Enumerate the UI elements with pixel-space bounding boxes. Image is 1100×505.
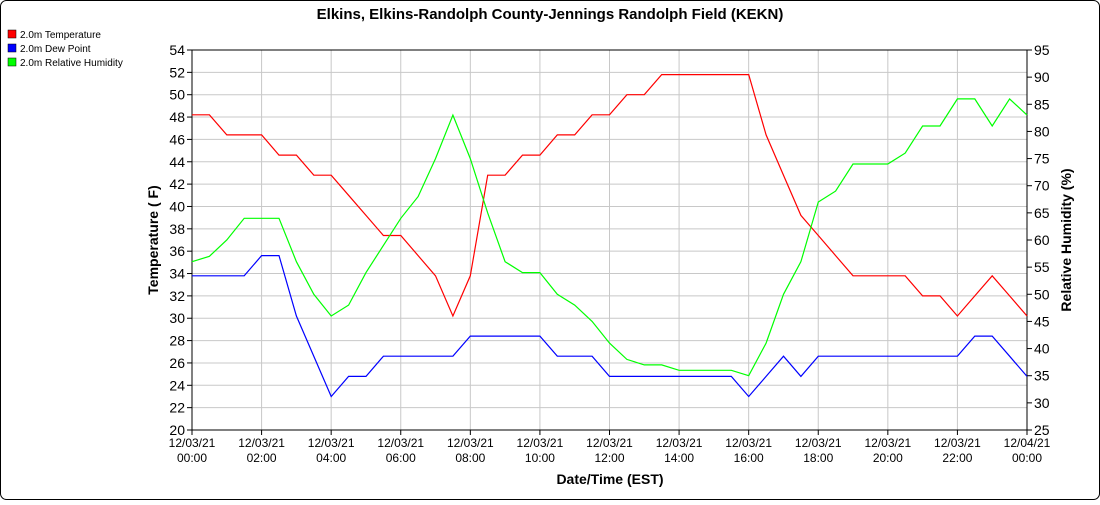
x-tick-label-line: 12/03/21	[864, 436, 911, 450]
y2-tick-label: 60	[1034, 232, 1050, 248]
x-tick-label-line: 12/03/21	[377, 436, 424, 450]
x-tick-label: 12/03/21 12:00	[586, 436, 633, 465]
y-tick-label: 30	[169, 310, 185, 326]
x-tick-label: 12/03/21 16:00	[725, 436, 772, 465]
y-tick-label: 44	[169, 154, 185, 170]
series-line	[191, 97, 1028, 377]
x-tick-label-line: 12/03/21	[169, 436, 216, 450]
x-tick-label-line: 06:00	[386, 451, 416, 465]
x-tick-label: 12/03/21 22:00	[934, 436, 981, 465]
x-tick-label-line: 12/03/21	[447, 436, 494, 450]
plot-area	[191, 49, 1028, 431]
y2-tick-label: 50	[1034, 286, 1050, 302]
x-tick-label-line: 22:00	[942, 451, 972, 465]
y-tick-label: 22	[169, 400, 185, 416]
legend-label: 2.0m Dew Point	[20, 44, 91, 55]
x-tick-label-line: 18:00	[803, 451, 833, 465]
legend-label: 2.0m Temperature	[20, 30, 101, 41]
x-tick-label: 12/03/21 18:00	[795, 436, 842, 465]
x-tick-label-line: 12/03/21	[656, 436, 703, 450]
x-tick-label-line: 12/03/21	[934, 436, 981, 450]
chart-title: Elkins, Elkins-Randolph County-Jennings …	[317, 6, 784, 23]
y2-tick-label: 95	[1034, 42, 1050, 58]
x-tick-label: 12/03/21 08:00	[447, 436, 494, 465]
x-tick-label-line: 00:00	[177, 451, 207, 465]
y2-tick-label: 75	[1034, 151, 1050, 167]
y-tick-label: 50	[169, 87, 185, 103]
x-tick-label-line: 20:00	[873, 451, 903, 465]
x-tick-label-line: 12/03/21	[308, 436, 355, 450]
y-tick-label: 34	[169, 266, 185, 282]
x-tick-label-line: 00:00	[1012, 451, 1042, 465]
x-tick-label: 12/03/21 02:00	[238, 436, 285, 465]
x-tick-label-line: 12/03/21	[517, 436, 564, 450]
y-tick-label: 20	[169, 422, 185, 438]
y2-tick-label: 85	[1034, 96, 1050, 112]
y-tick-label: 40	[169, 198, 185, 214]
y2-tick-label: 65	[1034, 205, 1050, 221]
y2-tick-label: 40	[1034, 341, 1050, 357]
y2-axis-label: Relative Humidity (%)	[1058, 168, 1074, 311]
x-tick-label-line: 12/03/21	[725, 436, 772, 450]
y2-tick-label: 55	[1034, 259, 1050, 275]
x-tick-label-line: 04:00	[316, 451, 346, 465]
y-tick-label: 24	[169, 377, 185, 393]
y-tick-label: 46	[169, 131, 185, 147]
legend-swatch	[7, 43, 17, 53]
y-tick-label: 52	[169, 64, 185, 80]
y-tick-label: 42	[169, 176, 185, 192]
legend-swatch	[7, 57, 17, 67]
x-tick-label: 12/03/21 20:00	[864, 436, 911, 465]
x-tick-label: 12/03/21 14:00	[656, 436, 703, 465]
x-tick-label-line: 10:00	[525, 451, 555, 465]
y-tick-label: 48	[169, 109, 185, 125]
x-tick-label-line: 08:00	[455, 451, 485, 465]
y2-tick-label: 45	[1034, 313, 1050, 329]
y2-tick-label: 80	[1034, 123, 1050, 139]
x-tick-label: 12/03/21 00:00	[169, 436, 216, 465]
x-tick-label: 12/03/21 04:00	[308, 436, 355, 465]
y2-tick-label: 25	[1034, 422, 1050, 438]
x-tick-label-line: 12:00	[594, 451, 624, 465]
y2-tick-label: 35	[1034, 368, 1050, 384]
y-tick-label: 32	[169, 288, 185, 304]
y2-tick-label: 30	[1034, 395, 1050, 411]
x-tick-label: 12/03/21 06:00	[377, 436, 424, 465]
y-tick-label: 28	[169, 333, 185, 349]
x-tick-label-line: 12/04/21	[1004, 436, 1051, 450]
x-tick-label-line: 16:00	[734, 451, 764, 465]
series-line	[192, 255, 1028, 398]
y2-tick-label: 90	[1034, 69, 1050, 85]
legend-swatch	[7, 29, 17, 39]
y-tick-label: 54	[169, 42, 185, 58]
x-tick-label-line: 14:00	[664, 451, 694, 465]
y-tick-label: 26	[169, 355, 185, 371]
x-tick-label-line: 12/03/21	[238, 436, 285, 450]
x-tick-label-line: 12/03/21	[795, 436, 842, 450]
x-axis-label: Date/Time (EST)	[556, 471, 663, 487]
y2-tick-label: 70	[1034, 178, 1050, 194]
y-tick-label: 38	[169, 221, 185, 237]
legend-label: 2.0m Relative Humidity	[20, 58, 123, 69]
x-tick-label-line: 02:00	[247, 451, 277, 465]
x-tick-label: 12/04/21 00:00	[1004, 436, 1051, 465]
x-tick-label: 12/03/21 10:00	[517, 436, 564, 465]
x-tick-label-line: 12/03/21	[586, 436, 633, 450]
series-line	[192, 74, 1028, 318]
y-tick-label: 36	[169, 243, 185, 259]
y-axis-label: Temperature ( F)	[145, 185, 161, 294]
